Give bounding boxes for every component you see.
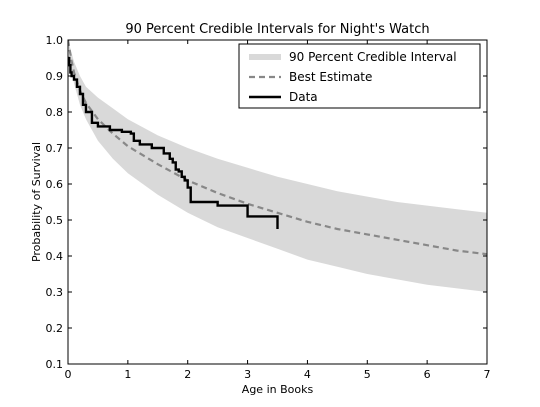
legend-label: 90 Percent Credible Interval: [289, 50, 457, 64]
x-tick-label: 4: [304, 368, 311, 381]
y-tick-label: 0.7: [46, 142, 64, 155]
x-tick-label: 2: [184, 368, 191, 381]
legend-label: Best Estimate: [289, 70, 372, 84]
axis-ticks: 0 1 2 3 4 5 6 7 0.1 0.2 0.3 0.4 0.5 0.6 0.7 0.8 0.9 1.0: [46, 34, 491, 381]
x-tick-label: 0: [65, 368, 72, 381]
axes-frame: [67, 39, 488, 365]
y-tick-label: 0.3: [46, 286, 64, 299]
x-axis-label: Age in Books: [242, 383, 314, 396]
plot-area: [68, 40, 487, 292]
x-tick-label: 5: [364, 368, 371, 381]
y-tick-label: 0.6: [46, 178, 64, 191]
credible-interval-band: [68, 40, 487, 292]
x-tick-label: 6: [424, 368, 431, 381]
x-tick-label: 3: [244, 368, 251, 381]
x-tick-label: 1: [124, 368, 131, 381]
y-tick-label: 0.4: [46, 250, 64, 263]
y-tick-label: 0.5: [46, 214, 64, 227]
legend-label: Data: [289, 90, 318, 104]
y-tick-label: 1.0: [46, 34, 64, 47]
chart-title: 90 Percent Credible Intervals for Night'…: [125, 22, 429, 37]
y-tick-label: 0.1: [46, 358, 64, 371]
data-line: [68, 56, 279, 229]
legend: 90 Percent Credible Interval Best Estimat…: [238, 43, 481, 109]
y-tick-label: 0.8: [46, 106, 64, 119]
y-tick-label: 0.9: [46, 70, 64, 83]
y-axis-label: Probability of Survival: [30, 142, 43, 262]
y-tick-label: 0.2: [46, 322, 64, 335]
x-tick-label: 7: [484, 368, 491, 381]
